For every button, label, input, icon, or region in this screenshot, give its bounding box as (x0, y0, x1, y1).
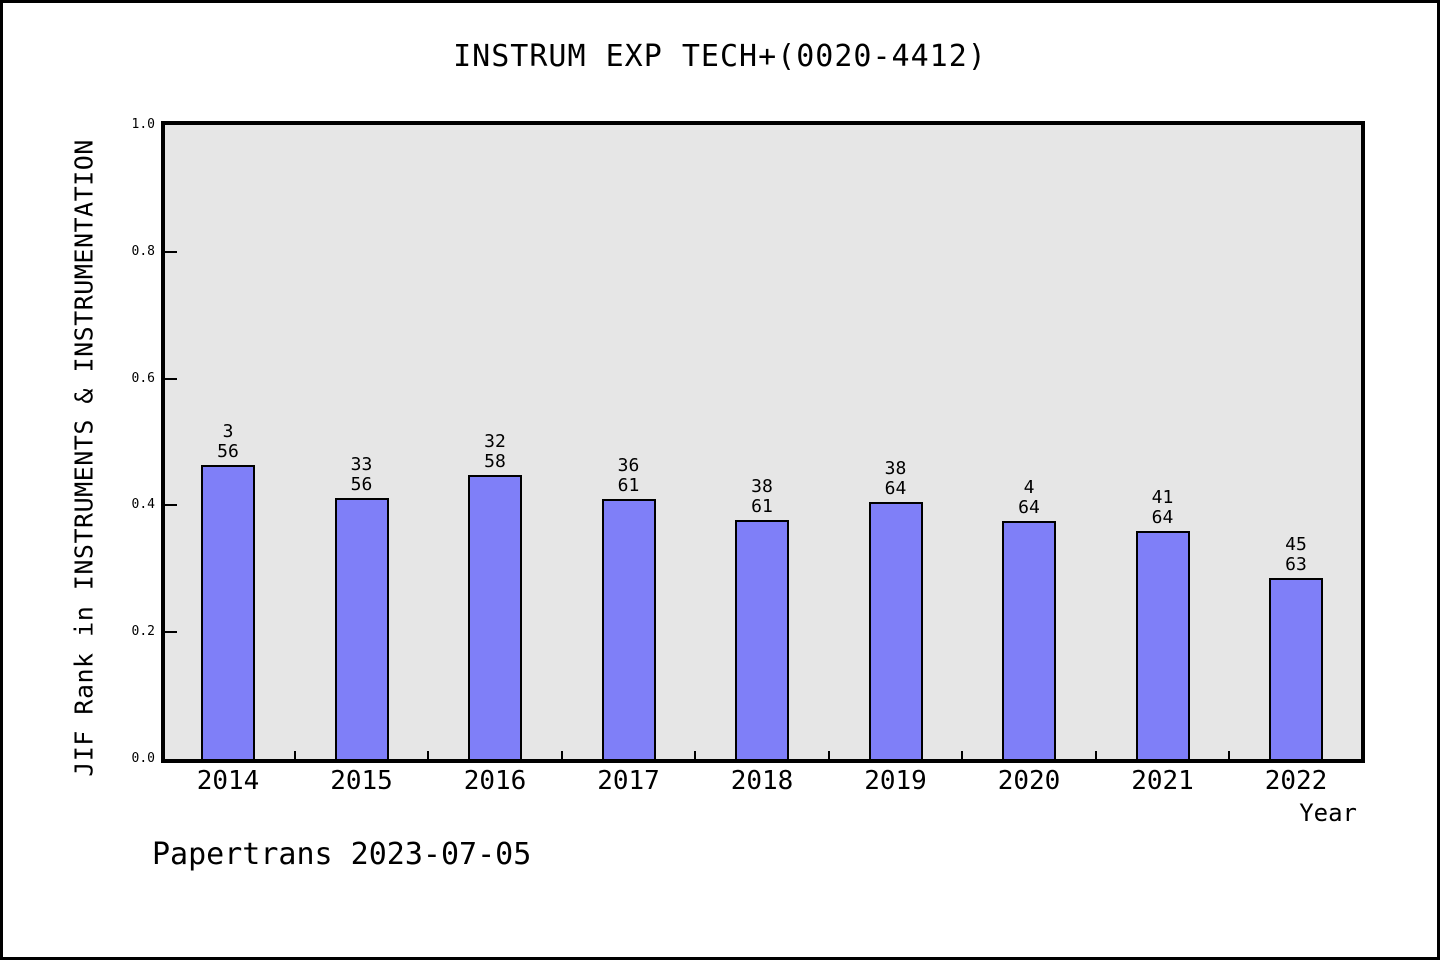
y-tick-label: 0.6 (131, 370, 155, 386)
y-tick-mark (165, 250, 177, 253)
bar-2022 (1269, 577, 1323, 759)
bar-label-2014: 3 56 (217, 420, 239, 462)
x-tick-mark (1228, 751, 1231, 759)
y-axis-label: JIF Rank in INSTRUMENTS & INSTRUMENTATIO… (69, 139, 99, 777)
y-tick-mark (165, 631, 177, 634)
bar-2020 (1002, 521, 1056, 759)
y-tick-label: 0.4 (131, 497, 155, 513)
bar-label-2018: 38 61 (751, 475, 773, 517)
x-tick-mark (694, 751, 697, 759)
bar-label-2019: 38 64 (884, 457, 907, 499)
y-tick-mark (165, 504, 177, 507)
x-tick-label-2015: 2015 (330, 766, 393, 796)
bar-label-2020: 4 64 (1018, 477, 1040, 519)
x-tick-label-2019: 2019 (864, 766, 927, 796)
bar-label-2021: 41 64 (1151, 487, 1174, 529)
y-tick-label: 1.0 (131, 117, 155, 132)
x-tick-mark (560, 751, 563, 759)
x-tick-label-2022: 2022 (1264, 766, 1328, 796)
y-tick-label: 0.8 (131, 243, 155, 259)
footer-watermark: Papertrans 2023-07-05 (152, 837, 532, 872)
bar-2021 (1135, 531, 1190, 759)
x-tick-label-2017: 2017 (597, 766, 660, 796)
chart-title: INSTRUM EXP TECH+(0020-4412) (453, 39, 987, 74)
y-tick-label: 0.2 (131, 624, 155, 640)
y-tick-mark (165, 377, 177, 380)
x-axis-label: Year (1299, 799, 1357, 827)
x-tick-mark (427, 751, 430, 759)
bar-label-2016: 32 58 (484, 430, 506, 472)
bar-label-2015: 33 56 (350, 454, 373, 496)
bar-label-2022: 45 63 (1285, 533, 1307, 575)
x-tick-mark (1094, 751, 1097, 759)
bar-2014 (201, 464, 255, 759)
x-tick-label-2014: 2014 (196, 766, 260, 796)
bar-2015 (334, 498, 389, 759)
x-tick-label-2018: 2018 (730, 766, 794, 796)
x-tick-mark (293, 751, 296, 759)
bar-2016 (468, 474, 522, 759)
y-tick-label: 0.0 (131, 751, 155, 766)
x-tick-label-2020: 2020 (997, 766, 1061, 796)
x-tick-mark (961, 751, 964, 759)
x-tick-mark (827, 751, 830, 759)
x-tick-label-2021: 2021 (1131, 766, 1194, 796)
bar-2018 (735, 519, 789, 759)
plot-area (161, 121, 1365, 763)
bar-label-2017: 36 61 (617, 455, 640, 497)
bar-2017 (601, 499, 656, 759)
x-tick-label-2016: 2016 (463, 766, 527, 796)
bar-2019 (868, 501, 923, 759)
